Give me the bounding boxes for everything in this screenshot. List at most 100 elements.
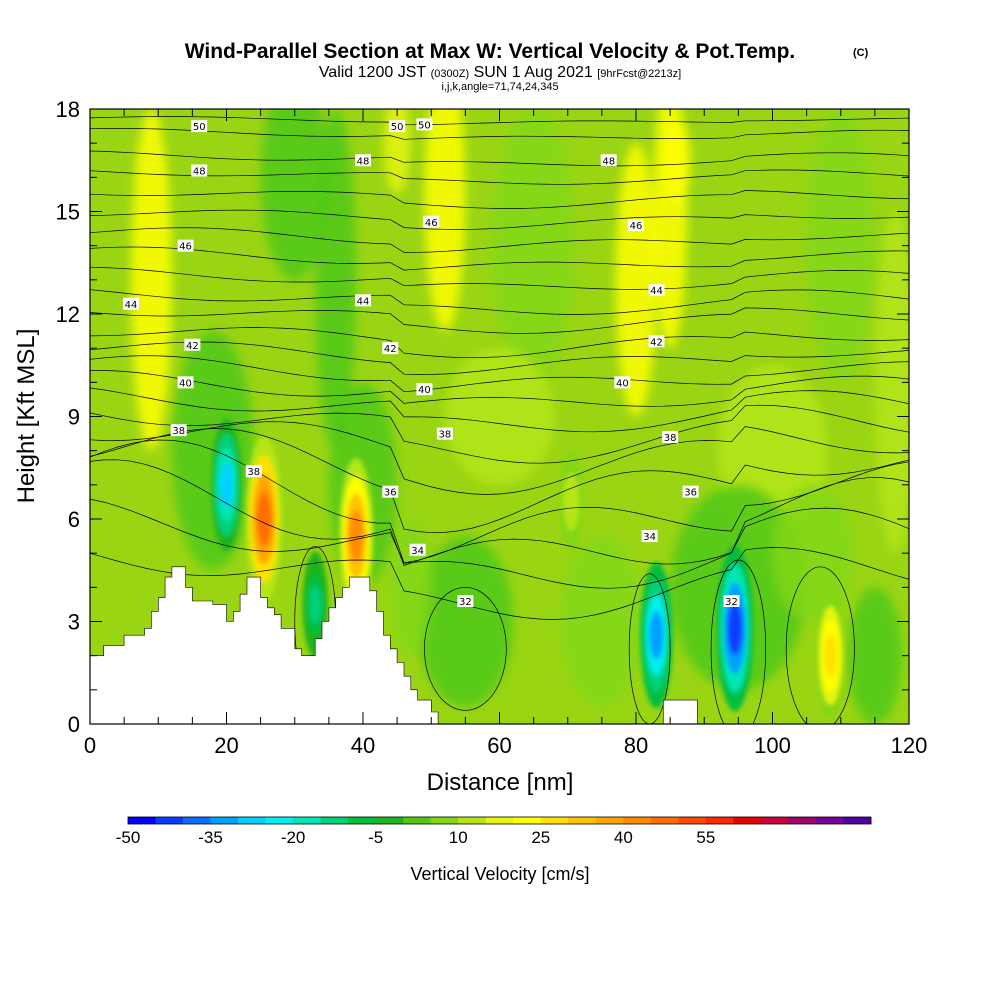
contour-label-box — [600, 154, 617, 167]
contour-label-box — [614, 376, 631, 389]
x-tick-label: 80 — [624, 733, 648, 758]
colorbar-swatch — [595, 817, 624, 824]
y-tick-label: 3 — [68, 610, 80, 635]
contour-label-text: 50 — [193, 122, 206, 133]
theta-contour — [90, 169, 909, 185]
contour-label: 40 — [614, 376, 631, 389]
theta-contour — [90, 428, 909, 534]
contour-label-box — [382, 342, 399, 355]
contour-label: 50 — [389, 120, 406, 133]
contour-labels: 50 50 50 48 48 48 46 46 46 44 44 44 42 42 42 40 40 40 38 38… — [122, 118, 740, 608]
colorbar-swatch — [513, 817, 542, 824]
shading-region — [315, 109, 357, 451]
x-tick-label: 60 — [487, 733, 511, 758]
theta-contour — [90, 227, 909, 253]
x-tick-label: 40 — [351, 733, 375, 758]
downdraft-core — [649, 610, 664, 660]
theta-contour — [710, 559, 767, 724]
colorbar-swatch — [760, 817, 789, 824]
contour-label-text: 46 — [425, 218, 438, 229]
contour-label-text: 38 — [439, 430, 452, 441]
contour-label-text: 50 — [391, 122, 404, 133]
contour-label: 42 — [648, 335, 665, 348]
chart-title-copyright: (C) — [853, 47, 869, 59]
theta-contour — [90, 387, 909, 433]
contour-label: 44 — [355, 294, 371, 307]
contour-label-box — [423, 215, 440, 228]
updraft-core — [565, 483, 578, 521]
shading-region — [130, 109, 172, 451]
colorbar-swatch — [678, 817, 707, 824]
theta-contour — [90, 439, 909, 564]
contour-label: 40 — [416, 383, 433, 396]
contour-label-text: 40 — [179, 378, 192, 389]
contour-label-text: 50 — [418, 120, 431, 131]
contour-label-box — [662, 431, 679, 443]
contour-label-box — [416, 118, 433, 131]
x-tick-label: 120 — [891, 733, 928, 758]
contour-label-text: 48 — [357, 156, 370, 167]
colorbar-swatch — [705, 817, 734, 824]
contour-label-text: 40 — [418, 385, 431, 396]
colorbar-tick-labels: -50 -35 -20 -5 10 25 40 55 — [116, 828, 716, 847]
contour-label-box — [177, 376, 194, 389]
colorbar-tick-label: -35 — [198, 828, 223, 847]
colorbar-swatch — [375, 817, 404, 824]
contour-label-box — [122, 297, 139, 310]
colorbar — [127, 816, 872, 825]
contour-label-box — [355, 294, 371, 307]
colorbar-swatch — [733, 817, 762, 824]
contour-label: 46 — [177, 239, 194, 253]
contour-label: 48 — [600, 154, 617, 167]
contour-label: 32 — [723, 595, 740, 608]
colorbar-swatch — [815, 817, 844, 824]
theta-contour — [90, 421, 909, 495]
contour-label-box — [416, 383, 433, 396]
contour-label-text: 32 — [459, 597, 472, 608]
contour-label: 40 — [177, 376, 194, 389]
shading-region — [383, 109, 411, 195]
colorbar-tick-label: 10 — [449, 828, 468, 847]
colorbar-swatch — [650, 817, 679, 824]
y-tick-label: 6 — [68, 507, 80, 532]
colorbar-swatch — [430, 817, 459, 824]
contour-label: 36 — [682, 485, 699, 499]
theta-contour — [90, 190, 909, 209]
contour-label: 34 — [641, 530, 658, 543]
theta-contour — [424, 586, 507, 711]
subtitle-valid: Valid 1200 JST — [319, 64, 427, 81]
contour-label: 50 — [416, 118, 433, 131]
theta-contour — [90, 341, 909, 375]
contour-label-box — [628, 219, 644, 232]
colorbar-swatch — [293, 817, 321, 824]
contour-label-box — [723, 595, 740, 607]
downdraft-core — [309, 585, 322, 624]
theta-contour — [90, 355, 909, 393]
contour-label-text: 36 — [384, 488, 397, 499]
shading-region — [663, 119, 691, 202]
colorbar-swatch — [843, 817, 872, 824]
theta-contour — [90, 404, 909, 464]
shading-region — [772, 484, 855, 622]
contour-label: 36 — [382, 485, 399, 499]
colorbar-swatch — [238, 817, 266, 824]
colorbar-swatch — [183, 817, 211, 824]
downdraft-core — [219, 462, 234, 508]
theta-contour — [90, 459, 909, 566]
contour-label-text: 46 — [630, 221, 643, 232]
contour-label: 44 — [648, 284, 665, 297]
contour-label-box — [177, 239, 194, 252]
contour-label-text: 48 — [602, 156, 615, 167]
y-axis-label: Height [Kft MSL] — [13, 329, 40, 504]
y-tick-label: 12 — [56, 302, 80, 327]
contour-label-box — [436, 427, 453, 440]
contour-label-text: 44 — [650, 286, 663, 297]
contour-label-box — [648, 284, 665, 297]
velocity-cores — [211, 418, 846, 719]
theta-contour — [90, 370, 909, 407]
colorbar-swatch — [485, 817, 514, 824]
contour-label: 46 — [628, 219, 644, 232]
shading-region — [417, 536, 514, 707]
contour-label: 48 — [355, 154, 371, 167]
